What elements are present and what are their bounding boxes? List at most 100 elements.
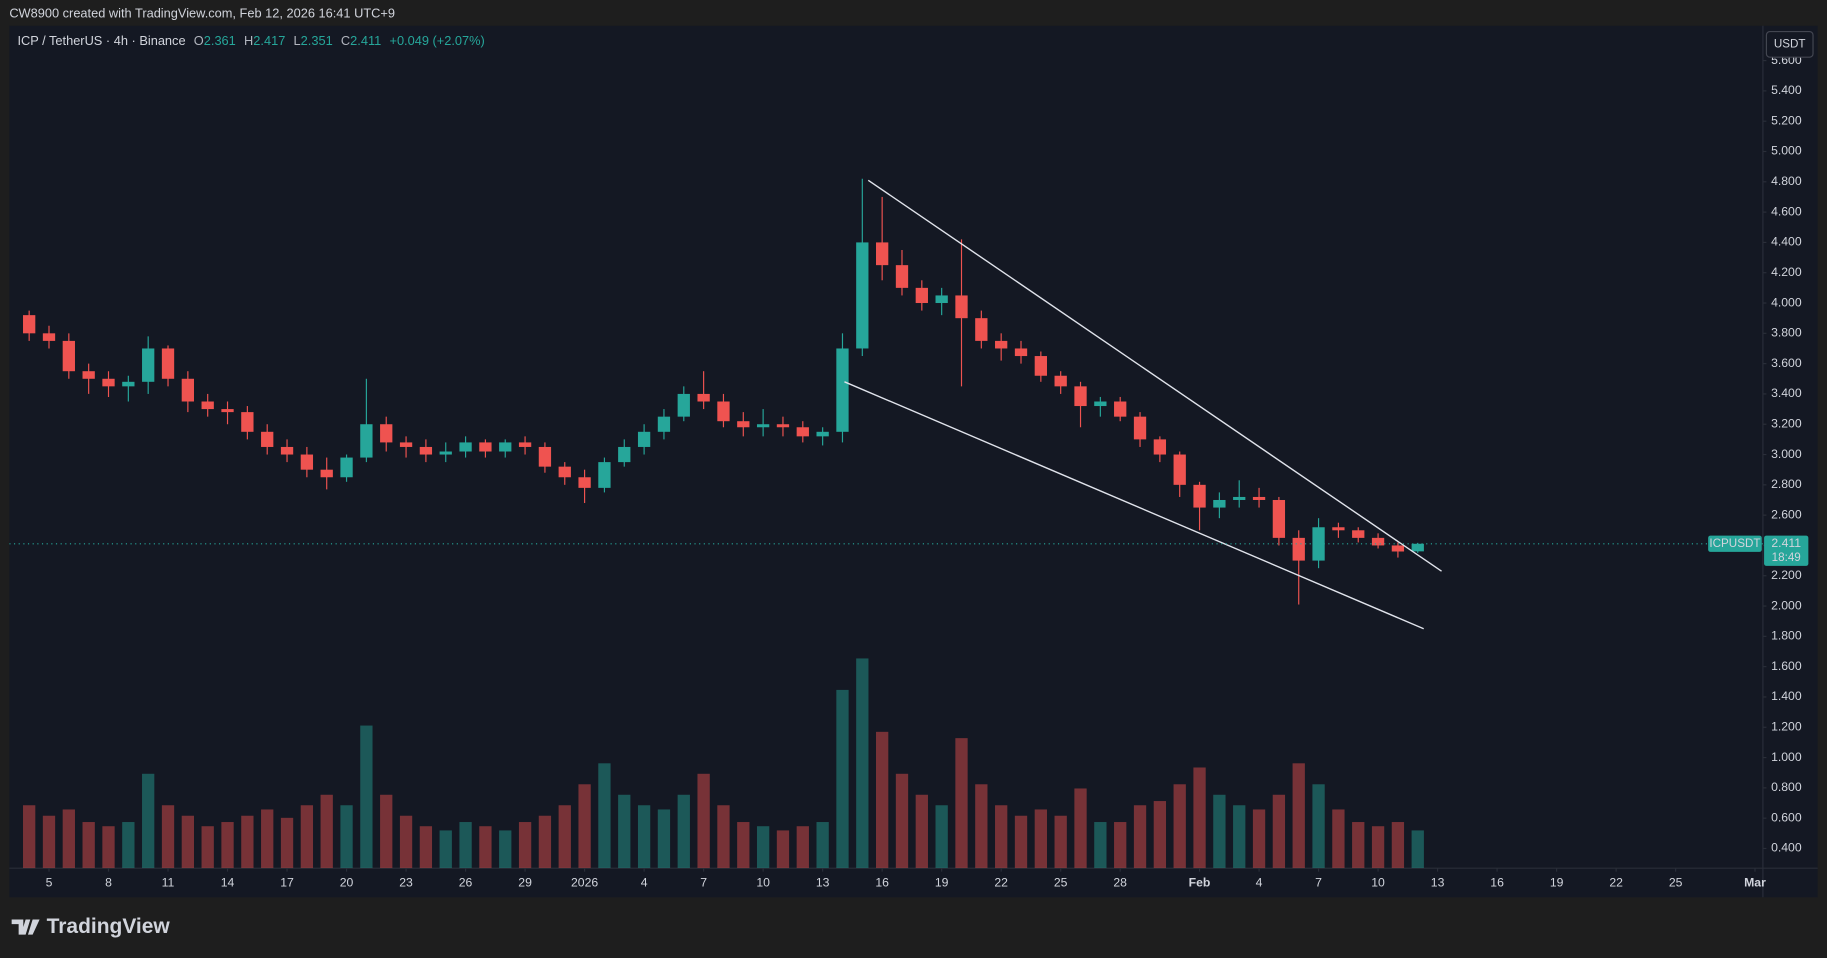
currency-button[interactable] — [1765, 30, 1814, 58]
candle-body — [42, 333, 56, 341]
x-tick-label: Feb — [1189, 876, 1211, 890]
y-tick-label: 1.200 — [1771, 719, 1802, 733]
volume-bar — [895, 773, 909, 869]
y-tick-label: 4.400 — [1771, 235, 1802, 249]
candle-body — [1133, 416, 1147, 440]
volume-bar — [300, 805, 314, 869]
volume-bar — [161, 805, 175, 869]
volume-bar — [618, 794, 631, 869]
price-tag-value: 2.411 — [1771, 536, 1801, 550]
candle-body — [1193, 484, 1206, 508]
volume-bar — [1292, 763, 1305, 869]
volume-bar — [637, 805, 651, 869]
volume-bar — [42, 815, 56, 869]
x-tick-label: 4 — [1256, 876, 1263, 890]
volume-bar — [598, 763, 611, 869]
x-tick-label: 28 — [1113, 876, 1127, 890]
candle-body — [856, 242, 869, 349]
y-tick-label: 4.200 — [1771, 265, 1802, 279]
candle-body — [895, 265, 909, 288]
x-tick-label: Mar — [1744, 876, 1766, 890]
volume-bar — [261, 809, 274, 869]
ohlc-value: 2.417 — [253, 33, 285, 48]
candle-body — [459, 442, 472, 452]
y-tick-label: 3.800 — [1771, 326, 1802, 340]
x-tick-label: 13 — [816, 876, 830, 890]
y-tick-label: 2.200 — [1771, 568, 1802, 582]
volume-bar — [737, 822, 750, 869]
volume-bar — [23, 805, 36, 869]
x-tick-label: 16 — [875, 876, 889, 890]
y-tick-label: 5.400 — [1771, 83, 1802, 97]
change: +0.049 (+2.07%) — [389, 33, 484, 48]
y-tick-label: 3.000 — [1771, 447, 1802, 461]
plot — [9, 178, 1763, 869]
trendline — [867, 179, 1442, 572]
candle-body — [717, 401, 730, 422]
ohlc-label: H — [244, 33, 253, 48]
candle-body — [320, 469, 333, 478]
volume-bar — [677, 794, 690, 869]
ohlc-label: O — [194, 33, 204, 48]
candle-body — [82, 371, 95, 379]
logo: TradingView — [11, 915, 170, 938]
volume-bar — [1193, 767, 1206, 869]
volume-bar — [578, 784, 591, 869]
volume-bar — [1332, 809, 1345, 869]
candle-body — [618, 446, 631, 463]
volume-bar — [380, 794, 393, 869]
volume-bar — [1173, 784, 1186, 869]
x-tick-label: 20 — [340, 876, 354, 890]
y-tick-label: 3.400 — [1771, 386, 1802, 400]
volume-bar — [558, 805, 571, 869]
volume-bar — [340, 805, 353, 869]
candle-body — [1094, 401, 1107, 407]
candle-body — [1332, 527, 1345, 531]
volume-bar — [1352, 822, 1365, 869]
candle-body — [1352, 530, 1365, 538]
candle-body — [1233, 496, 1246, 500]
volume-bar — [776, 830, 790, 869]
candle-body — [975, 318, 988, 341]
trendline — [844, 381, 1424, 630]
candle-body — [915, 287, 928, 304]
candle-body — [1213, 499, 1226, 508]
y-tick-label: 4.600 — [1771, 204, 1802, 218]
candle-body — [161, 348, 175, 379]
volume-bar — [102, 826, 115, 869]
volume-bar — [538, 815, 552, 869]
candle-body — [578, 477, 591, 488]
candle-body — [1411, 543, 1424, 552]
candle-body — [280, 446, 294, 455]
candle-body — [1252, 496, 1266, 500]
symbol-tag — [1708, 535, 1762, 552]
ohlc-value: 2.361 — [204, 33, 236, 48]
candle-body — [816, 431, 829, 437]
candle-body — [1312, 527, 1325, 561]
volume-bar — [280, 817, 294, 869]
y-tick-label: 4.800 — [1771, 174, 1802, 188]
x-tick-label: 25 — [1669, 876, 1683, 890]
volume-bar — [1014, 815, 1028, 869]
volume-bar — [796, 826, 809, 869]
candle-body — [241, 412, 254, 432]
volume-bar — [657, 809, 671, 869]
volume-bar — [1272, 794, 1286, 869]
volume-bar — [419, 826, 433, 869]
volume-bar — [241, 815, 254, 869]
x-tick-label: 7 — [700, 876, 707, 890]
ohlc-label: L — [294, 33, 301, 48]
volume-bar — [1153, 801, 1167, 869]
y-tick-label: 1.000 — [1771, 750, 1802, 764]
x-tick-label: 22 — [994, 876, 1008, 890]
volume-bar — [1391, 822, 1405, 869]
volume-bar — [479, 826, 492, 869]
volume-bar — [201, 826, 214, 869]
candle-body — [62, 340, 75, 372]
candle-body — [836, 348, 849, 432]
y-tick-label: 5.000 — [1771, 144, 1802, 158]
y-tick-label: 4.000 — [1771, 295, 1802, 309]
volume-bar — [399, 815, 413, 869]
